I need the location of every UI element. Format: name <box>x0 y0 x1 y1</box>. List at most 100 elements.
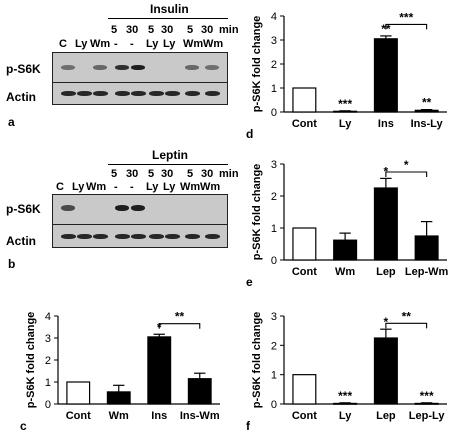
time-unit: min <box>219 168 239 180</box>
y-tick-label: 3 <box>271 159 277 171</box>
blot-band <box>149 91 164 96</box>
lane-label: Ly <box>146 181 159 193</box>
y-tick-label: 1 <box>271 83 277 95</box>
blot-band <box>93 65 107 70</box>
time-label: 30 <box>201 24 214 36</box>
y-tick-label: 2 <box>271 59 277 71</box>
category-label: Cont <box>292 410 317 422</box>
bar <box>147 336 172 405</box>
blot-band <box>61 91 76 96</box>
y-tick-label: 2 <box>271 340 277 352</box>
bar <box>292 374 317 405</box>
bar <box>373 38 398 113</box>
lane-label: Ly <box>146 38 159 50</box>
blot-band <box>115 205 129 211</box>
blot-band <box>93 91 108 96</box>
bar <box>414 402 439 405</box>
category-label: Cont <box>66 410 91 422</box>
panel-letter-d: d <box>246 127 253 141</box>
time-label: 5 <box>148 24 155 36</box>
time-label: 5 <box>148 168 155 180</box>
blot-band <box>93 234 108 239</box>
time-label: 30 <box>126 168 139 180</box>
bar <box>106 391 131 405</box>
y-axis-label: p-S6K fold change <box>251 16 263 113</box>
lane-label: Wm <box>180 181 201 193</box>
significance-star: * <box>384 164 389 178</box>
bar <box>414 109 439 113</box>
lane-label: Ly <box>163 181 176 193</box>
category-label: Lep-Ly <box>409 410 446 422</box>
panel-letter-e: e <box>246 275 253 289</box>
y-tick-label: 2 <box>271 191 277 203</box>
category-label: Cont <box>292 266 317 278</box>
bar <box>373 337 398 405</box>
blot-band <box>115 65 129 70</box>
lane-label: Ly <box>163 38 176 50</box>
category-label: Lep-Wm <box>405 266 449 278</box>
bar <box>187 378 212 405</box>
significance-star: *** <box>338 97 352 111</box>
row-label-ps6k: p-S6K <box>6 62 41 76</box>
category-label: Ins-Ly <box>411 118 444 130</box>
lane-label: Wm <box>90 38 111 50</box>
treatment-underline <box>108 18 228 19</box>
y-tick-label: 1 <box>271 370 277 382</box>
comparison-stars: ** <box>402 309 412 323</box>
significance-star: *** <box>420 389 434 403</box>
treatment-underline <box>108 164 228 165</box>
chart-e: 0 1 2 3 p-S6K fold change Cont Wm Lep * Lep-Wm * e <box>246 158 449 289</box>
category-label: Wm <box>109 410 129 422</box>
lane-label: Ly <box>72 181 85 193</box>
y-tick-label: 0 <box>271 107 277 119</box>
lane-label: - <box>114 181 118 193</box>
panel-letter-b: b <box>8 257 16 271</box>
blot-ps6k-insulin <box>52 52 228 85</box>
blot-band <box>205 65 219 70</box>
comparison-bracket <box>385 171 428 177</box>
bar <box>292 87 317 113</box>
time-label: 30 <box>161 24 174 36</box>
lane-label: - <box>114 38 118 50</box>
blot-band <box>165 234 180 239</box>
lane-label: Ly <box>75 38 88 50</box>
panel-letter-a: a <box>8 115 15 129</box>
comparison-stars: ** <box>175 310 185 324</box>
blot-band <box>205 91 220 96</box>
blot-band <box>185 91 200 96</box>
lane-label: - <box>130 181 134 193</box>
blot-band <box>149 234 164 239</box>
category-label: Lep <box>376 266 396 278</box>
time-label: 5 <box>111 168 118 180</box>
time-label: 5 <box>187 168 194 180</box>
time-label: 30 <box>201 168 214 180</box>
blot-band <box>61 234 76 239</box>
blot-band <box>131 91 146 96</box>
comparison-bracket <box>385 23 428 30</box>
blot-band <box>131 234 146 239</box>
category-label: Lep <box>376 410 396 422</box>
bar <box>333 239 358 261</box>
lane-label: - <box>130 38 134 50</box>
lane-label: C <box>59 38 67 50</box>
y-axis-label: p-S6K fold change <box>25 312 37 409</box>
time-label: 30 <box>126 24 139 36</box>
bar <box>66 381 91 405</box>
y-tick-label: 1 <box>271 223 277 235</box>
y-tick-label: 0 <box>271 399 277 411</box>
comparison-bracket <box>385 322 428 329</box>
blot-band <box>77 91 92 96</box>
blot-band <box>61 65 75 70</box>
row-label-ps6k: p-S6K <box>6 202 41 216</box>
bar <box>414 235 439 261</box>
panel-letter-c: c <box>20 419 27 432</box>
lane-label: C <box>56 181 64 193</box>
blot-actin-leptin <box>52 224 228 248</box>
bar <box>373 187 398 261</box>
row-label-actin: Actin <box>6 90 36 104</box>
y-axis-label: p-S6K fold change <box>251 312 263 409</box>
lane-label: Wm <box>183 38 204 50</box>
row-label-actin: Actin <box>6 234 36 248</box>
comparison-bracket <box>158 323 201 329</box>
blot-band <box>115 234 130 239</box>
